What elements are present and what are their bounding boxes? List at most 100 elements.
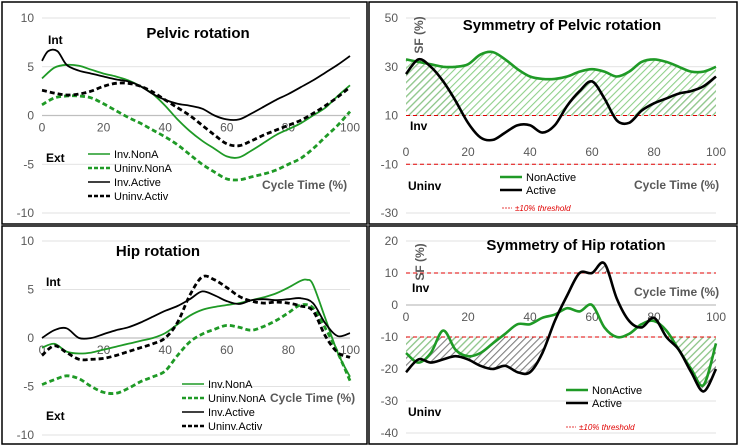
asymmetry-hatch xyxy=(406,52,716,116)
asymmetry-hatch xyxy=(406,337,439,363)
legend-label: NonActive xyxy=(526,172,576,184)
y-tick-label: -10 xyxy=(17,428,35,442)
legend-label: Inv.Active xyxy=(208,407,255,419)
x-tick-label: 0 xyxy=(403,310,410,324)
legend-label: Uninv.Activ xyxy=(114,191,169,203)
x-axis-label: Cycle Time (%) xyxy=(634,178,719,192)
bottom-region-label: Ext xyxy=(46,151,65,165)
y-tick-label: 30 xyxy=(385,60,399,74)
x-tick-label: 100 xyxy=(340,121,360,135)
top-region-label: Int xyxy=(48,33,63,47)
x-tick-label: 100 xyxy=(706,145,726,159)
legend-label: Uninv.NonA xyxy=(208,393,267,405)
y-tick-label: 10 xyxy=(21,234,35,248)
x-tick-label: 80 xyxy=(282,343,296,357)
x-tick-label: 20 xyxy=(461,145,475,159)
chart-title: Symmetry of Pelvic rotation xyxy=(463,17,661,34)
series-line-nonactive xyxy=(405,303,718,388)
legend-label: Active xyxy=(526,185,556,197)
chart-title: Pelvic rotation xyxy=(146,25,249,42)
series-line-uninv-activ xyxy=(41,81,351,148)
y-tick-label: 0 xyxy=(391,298,398,312)
legend-label: Inv.NonA xyxy=(114,149,159,161)
top-region-label: Int xyxy=(46,275,61,289)
x-tick-label: 40 xyxy=(159,121,173,135)
x-tick-label: 100 xyxy=(340,343,360,357)
x-tick-label: 0 xyxy=(39,343,46,357)
legend-label: Active xyxy=(592,398,622,410)
asymmetry-hatch xyxy=(593,263,608,273)
y-tick-label: -5 xyxy=(23,157,34,171)
series-line-active xyxy=(404,57,717,142)
legend: Inv.NonA Uninv.NonA Inv.Active Uninv.Activ xyxy=(88,149,173,203)
threshold-legend-label: ±10% threshold xyxy=(515,204,571,213)
y-tick-label: 20 xyxy=(385,234,399,248)
asymmetry-hatch xyxy=(447,337,501,357)
bottom-region-label: Uninv xyxy=(408,179,442,193)
y-tick-label: 10 xyxy=(21,11,35,25)
x-tick-label: 40 xyxy=(523,310,537,324)
x-tick-label: 40 xyxy=(159,343,173,357)
x-tick-label: 60 xyxy=(585,310,599,324)
legend-label: Inv.Active xyxy=(114,177,161,189)
y-axis-label: SF (%) xyxy=(413,243,427,280)
x-axis-label: Cycle Time (%) xyxy=(270,391,355,405)
x-axis-label: Cycle Time (%) xyxy=(634,285,719,299)
threshold-legend-label: ±10% threshold xyxy=(579,423,635,432)
series-line-inv-active xyxy=(41,290,351,340)
x-tick-label: 40 xyxy=(523,145,537,159)
series-line-inv-nona xyxy=(41,63,351,159)
bottom-region-label: Uninv xyxy=(408,405,442,419)
x-axis-label: Cycle Time (%) xyxy=(262,178,347,192)
panel-symmetry-hip-rotation xyxy=(368,225,738,445)
chart-title: Symmetry of Hip rotation xyxy=(486,237,665,254)
series-line-uninv-nona xyxy=(41,94,352,182)
x-tick-label: 60 xyxy=(220,121,234,135)
y-tick-label: -30 xyxy=(381,394,399,408)
y-tick-label: -10 xyxy=(17,206,35,220)
series-line-nonactive xyxy=(405,50,717,81)
chart-2: 50 30 10 -10 -30 0 20 40 60 80 100 Symmetry of Pelv… xyxy=(381,11,727,220)
y-tick-label: 0 xyxy=(27,331,34,345)
y-tick-label: -10 xyxy=(381,157,399,171)
y-tick-label: 10 xyxy=(385,266,399,280)
x-tick-label: 60 xyxy=(585,145,599,159)
y-axis-label: SF (%) xyxy=(412,16,426,53)
chart-title: Hip rotation xyxy=(116,243,200,260)
x-tick-label: 0 xyxy=(39,121,46,135)
series-line-uninv-nona xyxy=(41,303,352,395)
legend-label: Inv.NonA xyxy=(208,379,253,391)
x-tick-label: 0 xyxy=(403,145,410,159)
legend-label: NonActive xyxy=(592,385,642,397)
y-tick-label: 5 xyxy=(27,60,34,74)
legend-label: Uninv.NonA xyxy=(114,163,173,175)
series-line-uninv-activ xyxy=(41,274,351,362)
x-tick-label: 20 xyxy=(461,310,475,324)
y-tick-label: 0 xyxy=(27,109,34,123)
y-tick-label: 10 xyxy=(385,109,399,123)
y-tick-label: -40 xyxy=(381,426,399,440)
x-tick-label: 100 xyxy=(706,310,726,324)
y-tick-label: -20 xyxy=(381,362,399,376)
series-line-inv-active xyxy=(41,48,351,121)
bottom-region-label: Ext xyxy=(46,409,65,423)
series-line-inv-nona xyxy=(41,278,351,378)
top-region-label: Inv xyxy=(410,119,428,133)
y-tick-label: -5 xyxy=(23,380,34,394)
x-tick-label: 60 xyxy=(220,343,234,357)
legend: Inv.NonA Uninv.NonA Inv.Active Uninv.Activ xyxy=(182,379,267,433)
top-region-label: Inv xyxy=(412,281,430,295)
y-tick-label: 50 xyxy=(385,11,399,25)
asymmetry-hatch xyxy=(671,337,716,385)
y-tick-label: 5 xyxy=(27,283,34,297)
legend-label: Uninv.Activ xyxy=(208,421,263,433)
x-tick-label: 80 xyxy=(647,145,661,159)
y-tick-label: -10 xyxy=(381,330,399,344)
x-tick-label: 20 xyxy=(97,121,111,135)
